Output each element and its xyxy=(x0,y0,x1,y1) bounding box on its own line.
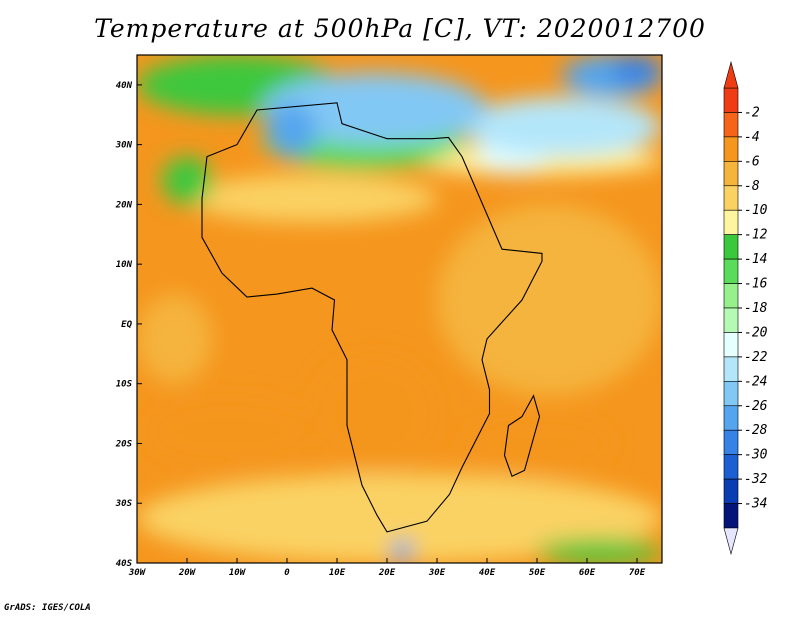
longitude-axis: 30W 20W 10W 0 10E 20E 30E 40E 50E 60E 70E xyxy=(128,558,646,578)
colorbar-swatch xyxy=(723,381,739,407)
lat-tick-label: 40N xyxy=(116,81,133,91)
colorbar-swatch xyxy=(723,209,739,235)
colorbar-swatch xyxy=(723,429,739,455)
lon-tick-label: 10W xyxy=(229,568,247,578)
lat-tick-label: 20S xyxy=(115,439,133,449)
temperature-region xyxy=(392,539,412,563)
colorbar-swatch xyxy=(723,405,739,431)
colorbar-bottom-arrow xyxy=(723,527,739,556)
temperature-region xyxy=(262,72,487,145)
lat-tick-label: 40S xyxy=(116,559,133,569)
colorbar-label: -10 xyxy=(744,203,768,218)
colorbar-label: -16 xyxy=(744,277,768,292)
temperature-region xyxy=(537,539,662,563)
lon-tick-label: 0 xyxy=(284,568,290,578)
colorbar-label: -26 xyxy=(744,399,768,414)
lon-tick-label: 70E xyxy=(629,568,646,578)
lon-tick-label: 20W xyxy=(178,568,197,578)
temperature-region xyxy=(462,413,612,474)
colorbar-label: -22 xyxy=(744,350,768,365)
colorbar-swatch xyxy=(723,185,739,211)
lon-tick-label: 20E xyxy=(378,568,396,578)
colorbar-label: -14 xyxy=(744,252,767,267)
colorbar-label: -2 xyxy=(744,105,760,120)
colorbar-label: -34 xyxy=(744,497,767,512)
temperature-region xyxy=(147,395,312,468)
africa-outline xyxy=(201,102,543,533)
grads-credit: GrADS: IGES/COLA xyxy=(4,603,91,613)
lon-tick-label: 10E xyxy=(329,568,346,578)
colorbar-swatch xyxy=(723,87,739,113)
temperature-region xyxy=(437,204,662,396)
map-title: Temperature at 500hPa [C], VT: 202001270… xyxy=(94,14,706,43)
lat-tick-label: 30S xyxy=(115,499,133,509)
colorbar-swatch xyxy=(723,283,739,309)
colorbar-label: -32 xyxy=(744,472,768,487)
lon-tick-label: 40E xyxy=(479,568,496,578)
colorbar-swatch xyxy=(723,503,739,529)
colorbar-label: -24 xyxy=(744,374,767,389)
colorbar-swatch xyxy=(723,234,739,260)
colorbar-label: -4 xyxy=(744,130,760,145)
lon-tick-label: 30W xyxy=(128,568,147,578)
colorbar-swatch xyxy=(723,454,739,480)
temperature-region xyxy=(267,102,317,157)
colorbar-swatch xyxy=(723,332,739,358)
colorbar-label: -6 xyxy=(744,154,760,169)
colorbar-label: -12 xyxy=(744,228,768,243)
lat-tick-label: 20N xyxy=(115,200,133,210)
temperature-colorbar: -2 -4 -6 -8 -10 -12 -14 -16 -18 -20 -22 -24 -26 -28 -3… xyxy=(723,60,768,556)
colorbar-swatch xyxy=(723,356,739,382)
temperature-region xyxy=(612,55,662,85)
map-frame xyxy=(136,54,663,564)
temperature-region xyxy=(137,294,212,384)
colorbar-swatch xyxy=(723,112,739,138)
africa-coastline xyxy=(201,102,543,533)
colorbar-top-arrow xyxy=(723,60,739,89)
colorbar-swatch xyxy=(723,478,739,504)
lon-tick-label: 60E xyxy=(579,568,596,578)
colorbar-swatch xyxy=(723,161,739,187)
colorbar-label: -20 xyxy=(744,325,768,340)
colorbar-label: -30 xyxy=(744,448,768,463)
lat-tick-label: EQ xyxy=(121,320,132,330)
colorbar-swatch xyxy=(723,307,739,333)
latitude-axis: 40N 30N 20N 10N EQ 10S 20S 30S 40S xyxy=(115,81,142,569)
colorbar-swatch xyxy=(723,258,739,284)
temperature-region xyxy=(162,156,212,205)
lat-tick-label: 10S xyxy=(116,380,133,390)
colorbar-label: -28 xyxy=(744,423,768,438)
lon-tick-label: 50E xyxy=(529,568,546,578)
colorbar-label: -8 xyxy=(744,179,760,194)
colorbar-swatch xyxy=(723,136,739,162)
lon-tick-label: 30E xyxy=(428,568,446,578)
lat-tick-label: 10N xyxy=(116,260,133,270)
colorbar-label: -18 xyxy=(744,301,768,316)
temperature-region xyxy=(312,353,437,474)
temperature-region xyxy=(462,96,662,157)
temperature-region xyxy=(187,174,437,223)
lat-tick-label: 30N xyxy=(115,141,133,151)
madagascar-outline xyxy=(503,394,541,478)
temperature-region xyxy=(137,473,662,563)
